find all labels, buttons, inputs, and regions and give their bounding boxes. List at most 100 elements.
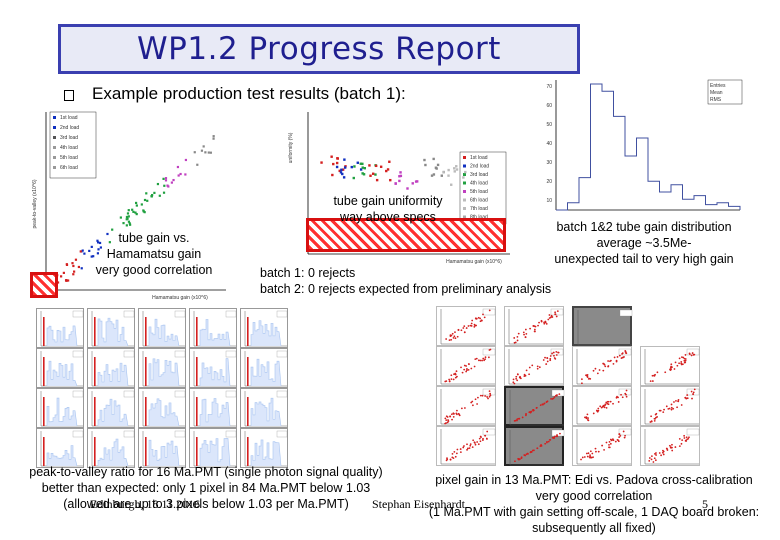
- pixel-gain-point: [684, 362, 686, 364]
- pixel-gain-point: [587, 414, 589, 416]
- pixel-gain-scatter-thumb: [572, 306, 632, 346]
- pixel-gain-point: [601, 445, 603, 447]
- scatter-point: [201, 150, 203, 152]
- scatter-point: [437, 164, 439, 166]
- pixel-gain-point: [460, 366, 462, 368]
- gain-corr-xlabel: Hamamatsu gain (x10^6): [152, 295, 208, 301]
- pv-caption-line: peak-to-valley ratio for 16 Ma.PMT (sing…: [0, 464, 412, 480]
- scatter-point: [157, 183, 159, 185]
- pixel-gain-point: [525, 414, 527, 416]
- pv-cut-marker: [145, 317, 147, 346]
- scatter-point: [163, 185, 165, 187]
- legend-label: 7th load: [470, 206, 488, 212]
- pixel-gain-point: [529, 328, 531, 330]
- legend-marker: [463, 190, 466, 193]
- pixel-gain-point: [460, 448, 462, 450]
- pixel-gain-point: [610, 360, 612, 362]
- pixel-gain-point: [465, 371, 467, 373]
- pixel-gain-point: [528, 373, 530, 375]
- pixel-gain-point: [593, 413, 595, 415]
- pixel-gain-point: [469, 445, 471, 447]
- pixel-gain-scatter-thumb: [572, 346, 632, 386]
- uniformity-caption-line: tube gain uniformity: [318, 193, 458, 209]
- pixel-gain-point: [674, 368, 676, 370]
- pixel-gain-point: [609, 441, 611, 443]
- pixel-gain-point: [677, 400, 679, 402]
- pixel-gain-point: [662, 452, 664, 454]
- pixel-gain-grid: [436, 306, 706, 462]
- pixel-gain-point: [663, 409, 665, 411]
- pixel-gain-point: [691, 398, 693, 400]
- pixel-gain-point: [451, 419, 453, 421]
- legend-label: 4th load: [470, 181, 488, 187]
- pixel-gain-point: [544, 403, 546, 405]
- pv-cut-marker: [247, 397, 249, 426]
- pixel-gain-point: [655, 454, 657, 456]
- pixel-gain-point: [518, 333, 520, 335]
- pixel-gain-point: [619, 355, 621, 357]
- pixel-gain-point: [681, 404, 683, 406]
- scatter-point: [341, 173, 343, 175]
- pixel-gain-point: [531, 451, 533, 453]
- scatter-point: [136, 213, 138, 215]
- pixel-gain-point: [541, 445, 543, 447]
- scatter-point: [67, 279, 69, 281]
- pixel-gain-point: [512, 381, 514, 383]
- pixel-gain-point: [610, 443, 612, 445]
- pixel-gain-point: [558, 393, 560, 395]
- scatter-point: [159, 195, 161, 197]
- pixel-gain-point: [616, 397, 618, 399]
- scatter-point: [126, 218, 128, 220]
- scatter-point: [122, 222, 124, 224]
- legend-marker: [53, 146, 56, 149]
- legend-marker: [53, 116, 56, 119]
- pixel-gain-point: [489, 390, 491, 392]
- pixel-gain-scatter-thumb: [504, 346, 564, 386]
- pixel-gain-point: [586, 374, 588, 376]
- pixel-gain-point: [453, 416, 455, 418]
- pixel-gain-point: [555, 351, 557, 353]
- pixel-gain-point: [660, 410, 662, 412]
- pixel-gain-point: [539, 366, 541, 368]
- scatter-point: [163, 192, 165, 194]
- pixel-gain-point: [557, 310, 559, 312]
- pv-cut-marker: [247, 437, 249, 466]
- pixel-gain-point: [545, 363, 547, 365]
- scatter-point: [399, 171, 401, 173]
- pixel-gain-point: [448, 420, 450, 422]
- pixel-gain-point: [679, 357, 681, 359]
- pixel-gain-point: [542, 403, 544, 405]
- pixel-gain-point: [475, 325, 477, 327]
- pixel-gain-scatter-thumb: [640, 386, 700, 426]
- pixel-gain-point: [474, 366, 476, 368]
- scatter-point: [172, 179, 174, 181]
- scatter-point: [361, 163, 363, 165]
- legend-marker: [463, 182, 466, 185]
- y-tick-label: 70: [546, 84, 552, 90]
- pixel-gain-scatter-thumb: [572, 426, 632, 466]
- distribution-caption: batch 1&2 tube gain distribution average…: [538, 219, 750, 267]
- scatter-point: [178, 174, 180, 176]
- pixel-gain-point: [537, 365, 539, 367]
- title-banner: WP1.2 Progress Report: [58, 24, 580, 74]
- pixel-gain-point: [605, 401, 607, 403]
- legend-label: 3rd load: [60, 135, 78, 141]
- pixel-gain-point: [681, 443, 683, 445]
- scatter-point: [146, 200, 148, 202]
- pixel-gain-point: [544, 357, 546, 359]
- scatter-point: [151, 195, 153, 197]
- pixel-gain-point: [482, 314, 484, 316]
- pixel-gain-point: [599, 369, 601, 371]
- pixel-gain-point: [536, 447, 538, 449]
- bullet-square-icon: [64, 90, 74, 101]
- pixel-gain-point: [532, 325, 534, 327]
- scatter-point: [136, 204, 138, 206]
- legend-label: 2nd load: [60, 125, 79, 131]
- pv-histogram-bars: [47, 361, 77, 386]
- scatter-point: [406, 187, 408, 189]
- scatter-point: [343, 158, 345, 160]
- pixel-gain-point: [444, 423, 446, 425]
- pixel-gain-point: [480, 360, 482, 362]
- pv-histogram-bars: [251, 359, 281, 386]
- scatter-point: [343, 176, 345, 178]
